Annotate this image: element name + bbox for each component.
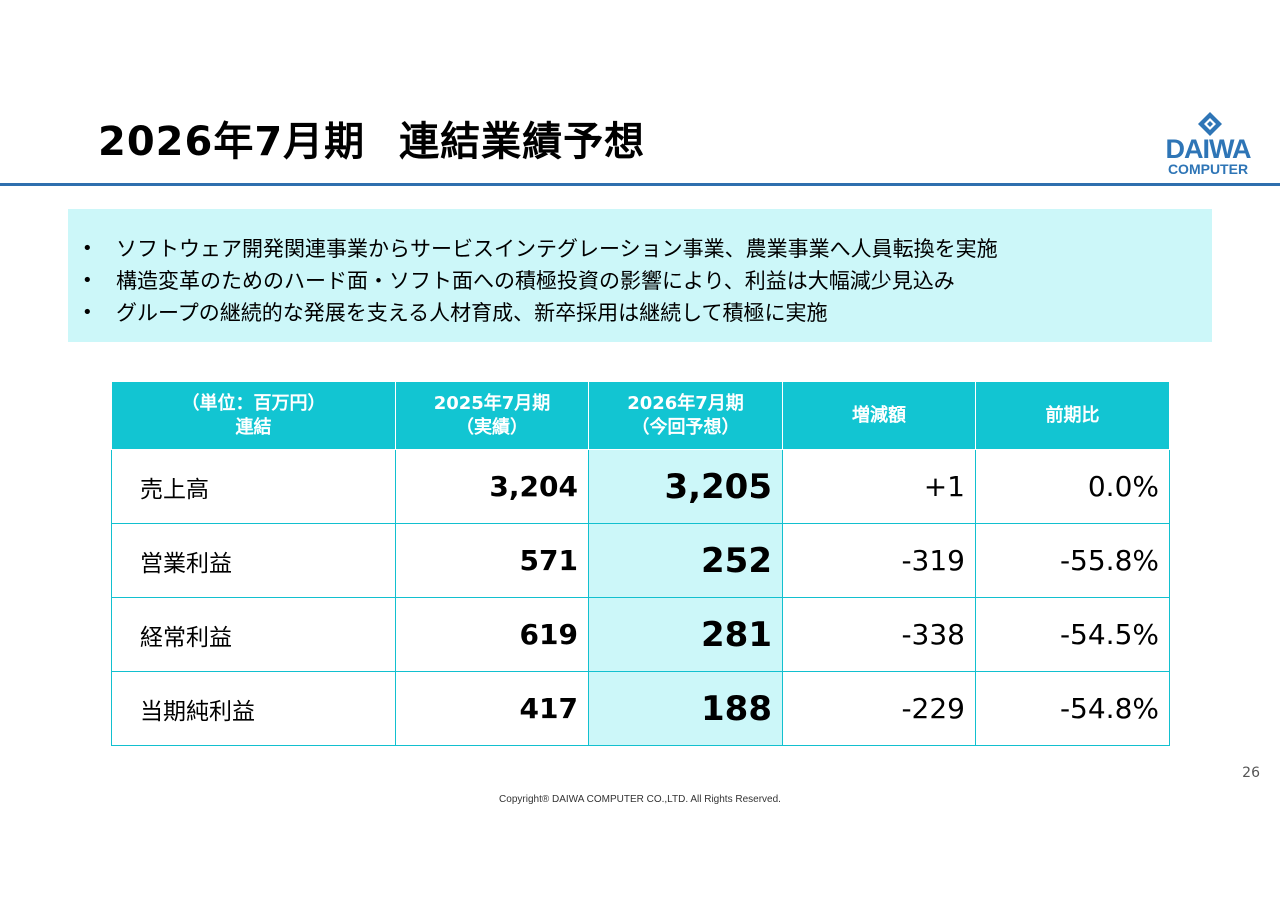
ratio-value: -54.5%	[975, 597, 1170, 672]
bullet-icon: •	[82, 302, 93, 323]
title-divider	[0, 183, 1280, 186]
bullet-icon: •	[82, 238, 93, 259]
row-label: 当期純利益	[111, 671, 396, 746]
change-value: -229	[782, 671, 976, 746]
forecast-value: 281	[588, 597, 783, 672]
table-row: 経常利益 619 281 -338 -54.5%	[111, 597, 1170, 672]
page-number: 26	[1242, 765, 1260, 781]
ratio-value: 0.0%	[975, 449, 1170, 524]
table-row: 営業利益 571 252 -319 -55.8%	[111, 523, 1170, 598]
actual-value: 619	[395, 597, 589, 672]
change-value: +1	[782, 449, 976, 524]
title-subject: 連結業績予想	[399, 119, 646, 165]
logo-main-text: DAIWA	[1165, 134, 1252, 164]
table-header-row: （単位：百万円） 連結 2025年7月期 （実績） 2026年7月期 （今回予想） 増…	[111, 381, 1170, 450]
logo-diamond-icon	[1198, 112, 1222, 136]
logo-sub-text: COMPUTER	[1167, 161, 1249, 177]
summary-box: • ソフトウェア開発関連事業からサービスインテグレーション事業、農業事業へ人員転換…	[68, 209, 1212, 342]
summary-list: • ソフトウェア開発関連事業からサービスインテグレーション事業、農業事業へ人員転換…	[68, 209, 1212, 329]
forecast-table: （単位：百万円） 連結 2025年7月期 （実績） 2026年7月期 （今回予想） 増…	[111, 381, 1170, 746]
header-ratio: 前期比	[975, 381, 1170, 450]
summary-item: • 構造変革のためのハード面・ソフト面への積極投資の影響により、利益は大幅減少見込…	[68, 265, 1212, 297]
header-actual: 2025年7月期 （実績）	[395, 381, 589, 450]
change-value: -319	[782, 523, 976, 598]
header-unit: （単位：百万円） 連結	[111, 381, 396, 450]
row-label: 経常利益	[111, 597, 396, 672]
change-value: -338	[782, 597, 976, 672]
row-label: 売上高	[111, 449, 396, 524]
row-label: 営業利益	[111, 523, 396, 598]
summary-text: ソフトウェア開発関連事業からサービスインテグレーション事業、農業事業へ人員転換を…	[116, 237, 998, 261]
summary-text: 構造変革のためのハード面・ソフト面への積極投資の影響により、利益は大幅減少見込み	[116, 269, 955, 293]
page-title: 2026年7月期 連結業績予想	[98, 112, 645, 172]
bullet-icon: •	[82, 270, 93, 291]
table-row: 売上高 3,204 3,205 +1 0.0%	[111, 449, 1170, 524]
forecast-value: 252	[588, 523, 783, 598]
actual-value: 417	[395, 671, 589, 746]
header-forecast: 2026年7月期 （今回予想）	[588, 381, 783, 450]
summary-item: • ソフトウェア開発関連事業からサービスインテグレーション事業、農業事業へ人員転換…	[68, 233, 1212, 265]
summary-text: グループの継続的な発展を支える人材育成、新卒採用は継続して積極に実施	[116, 301, 828, 325]
company-logo: DAIWA COMPUTER	[1158, 110, 1258, 177]
copyright-notice: Copyright® DAIWA COMPUTER CO.,LTD. All R…	[499, 794, 781, 805]
actual-value: 571	[395, 523, 589, 598]
ratio-value: -54.8%	[975, 671, 1170, 746]
forecast-value: 188	[588, 671, 783, 746]
forecast-value: 3,205	[588, 449, 783, 524]
summary-item: • グループの継続的な発展を支える人材育成、新卒採用は継続して積極に実施	[68, 297, 1212, 329]
actual-value: 3,204	[395, 449, 589, 524]
ratio-value: -55.8%	[975, 523, 1170, 598]
header-change: 増減額	[782, 381, 976, 450]
title-period: 2026年7月期	[98, 119, 366, 165]
table-row: 当期純利益 417 188 -229 -54.8%	[111, 671, 1170, 746]
